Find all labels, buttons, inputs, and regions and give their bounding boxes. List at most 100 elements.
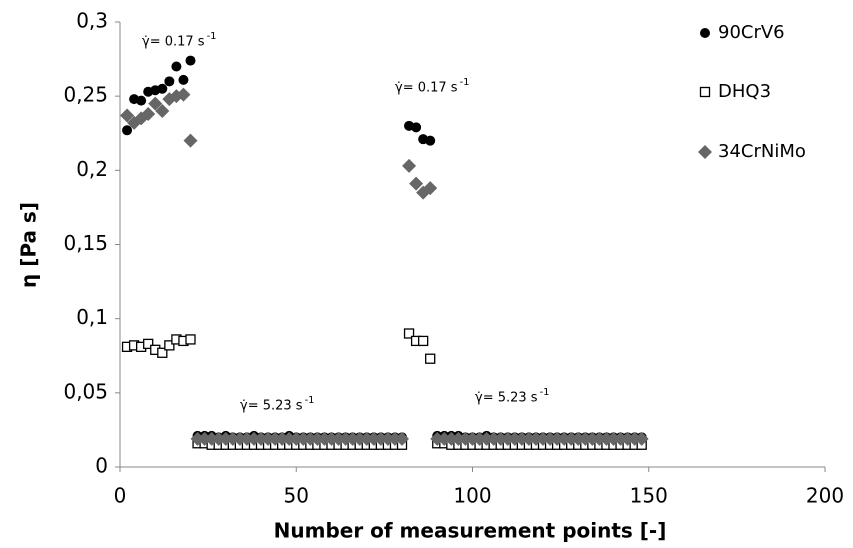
point (338, 431, 353, 446)
point (190, 431, 205, 446)
point (143, 338, 154, 350)
legend-label: DHQ3 (718, 81, 771, 102)
point (571, 431, 586, 446)
point (543, 431, 558, 446)
point (232, 431, 247, 446)
point (178, 74, 189, 85)
annotation: γ̇= 0.17 s -1 (395, 77, 470, 96)
point (373, 431, 388, 446)
point (246, 431, 261, 446)
point (218, 431, 233, 446)
x-tick-label: 0 (114, 484, 127, 508)
point (430, 431, 445, 446)
point (211, 431, 226, 446)
point (634, 431, 649, 446)
point (310, 431, 325, 446)
x-tick-label: 100 (453, 484, 491, 508)
point (239, 431, 254, 446)
point (296, 431, 311, 446)
point (359, 431, 374, 446)
point (176, 87, 191, 102)
legend-label: 34CrNiMo (718, 141, 806, 162)
annotation-sup: -1 (207, 31, 217, 42)
point (185, 55, 196, 66)
annotation-sup: -1 (305, 395, 315, 406)
point (564, 431, 579, 446)
point (472, 431, 487, 446)
y-axis-label: η [Pa s] (17, 202, 41, 288)
point (528, 431, 543, 446)
point (606, 431, 621, 446)
point (317, 431, 332, 446)
point (331, 431, 346, 446)
point (423, 181, 438, 196)
point (417, 335, 429, 347)
annotation: γ̇= 5.23 s -1 (240, 395, 315, 414)
point (324, 431, 339, 446)
point (613, 431, 628, 446)
point (254, 431, 268, 446)
annotation: γ̇= 5.23 s -1 (475, 387, 550, 406)
point (411, 122, 422, 133)
point (352, 431, 367, 446)
point (136, 95, 147, 106)
point (380, 431, 395, 446)
y-tick-label: 0,3 (76, 9, 108, 33)
point (557, 431, 572, 446)
point (171, 61, 182, 72)
point (366, 431, 381, 446)
point (425, 135, 436, 146)
point (148, 96, 163, 111)
point (458, 431, 473, 446)
point (164, 76, 175, 87)
point (387, 431, 402, 446)
x-tick-label: 200 (806, 484, 844, 508)
point (345, 431, 360, 446)
point (122, 125, 133, 136)
y-tick-label: 0,1 (76, 305, 108, 329)
point (444, 431, 459, 446)
point (157, 347, 168, 358)
point (627, 431, 642, 446)
y-tick-label: 0,2 (76, 157, 108, 181)
point (536, 431, 550, 446)
legend-label: 90CrV6 (718, 22, 785, 43)
point (282, 431, 297, 446)
y-tick-label: 0 (95, 454, 108, 478)
point (500, 431, 515, 446)
point (155, 104, 170, 118)
point (620, 431, 635, 446)
point (204, 431, 219, 446)
x-tick-label: 150 (630, 484, 668, 508)
legend-marker (699, 86, 711, 98)
point (465, 431, 480, 446)
point (395, 431, 409, 446)
point (289, 431, 304, 446)
point (550, 431, 565, 446)
point (402, 158, 417, 173)
x-axis-label: Number of measurement points [-] (274, 519, 667, 543)
annotation-text: γ̇= 5.23 s (475, 391, 538, 406)
point (157, 83, 168, 94)
annotation-sup: -1 (540, 387, 550, 398)
point (268, 431, 283, 446)
point (585, 431, 600, 446)
point (521, 431, 536, 446)
annotation-text: γ̇= 5.23 s (240, 399, 303, 414)
point (599, 431, 614, 446)
point (507, 431, 522, 446)
annotation: γ̇= 0.17 s -1 (142, 31, 217, 50)
point (451, 431, 466, 446)
annotation-text: γ̇= 0.17 s (395, 81, 458, 96)
point (486, 431, 501, 446)
point (403, 328, 415, 339)
point (493, 431, 508, 446)
legend-marker (700, 28, 710, 38)
point (120, 108, 135, 123)
point (592, 431, 607, 446)
annotation-text: γ̇= 0.17 s (142, 35, 205, 50)
point (437, 431, 452, 446)
point (225, 431, 240, 446)
point (183, 133, 198, 148)
